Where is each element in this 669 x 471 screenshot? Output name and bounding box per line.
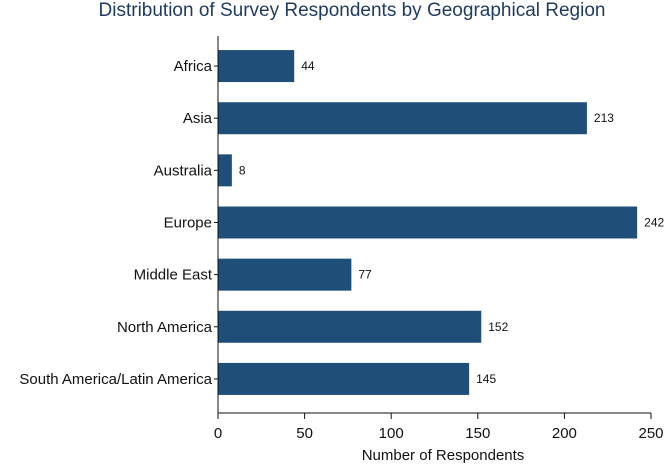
data-label: 242 [644,216,664,230]
x-tick-label: 0 [214,425,222,442]
x-tick-label: 200 [552,425,577,442]
data-label: 77 [358,268,372,282]
ticks-layer: 0 50 100 150 200 250 [214,65,664,442]
bar-middle-east [218,258,352,291]
category-label: Africa [174,58,213,75]
axis-layer [217,36,651,414]
data-label: 213 [594,111,614,125]
data-label: 152 [488,320,508,334]
bars-layer [218,50,638,395]
x-tick-label: 250 [638,425,663,442]
x-tick-label: 150 [465,425,490,442]
data-label: 145 [476,372,496,386]
bar-asia [218,102,587,135]
category-label: South America/Latin America [19,371,212,388]
data-label: 8 [239,163,246,177]
category-label: Europe [164,215,212,232]
bar-africa [218,50,295,83]
bar-south-america-latin-america [218,362,470,395]
category-label: North America [117,319,213,336]
bar-north-america [218,310,482,343]
x-axis-title: Number of Respondents [362,447,525,464]
chart-title: Distribution of Survey Respondents by Ge… [99,0,606,21]
x-tick-label: 100 [379,425,404,442]
category-label: Asia [183,110,213,127]
bar-europe [218,206,638,239]
data-label: 44 [301,59,315,73]
x-tick-label: 50 [296,425,313,442]
category-label: Australia [154,162,213,179]
bar-australia [218,154,232,187]
category-label: Middle East [134,267,213,284]
